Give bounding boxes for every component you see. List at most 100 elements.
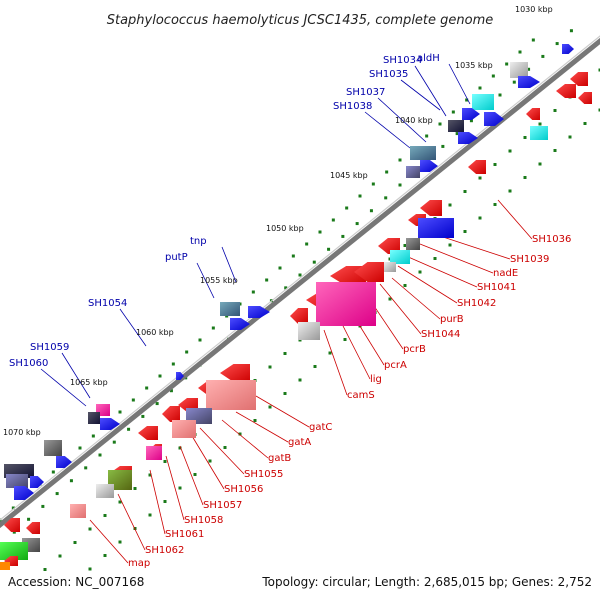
gene-arrow: [56, 456, 72, 468]
backbone-line: [0, 37, 600, 529]
gene-label: SH1038: [333, 101, 372, 112]
guide-dot: [369, 209, 373, 213]
leader-line: [165, 455, 185, 521]
guide-dot: [198, 338, 202, 342]
guide-dot: [155, 402, 159, 406]
gene-feature: [0, 542, 28, 560]
gene-arrow: [4, 518, 20, 532]
gene-feature: [162, 406, 180, 422]
gene-label: gatB: [268, 453, 291, 464]
gene-arrow: [578, 92, 592, 104]
gene-box: [96, 484, 114, 498]
guide-dot: [283, 352, 287, 355]
gene-arrow: [354, 262, 384, 282]
guide-dot: [327, 247, 331, 251]
leader-line: [191, 435, 225, 490]
guide-dot: [469, 119, 473, 123]
guide-dot: [463, 230, 467, 233]
leader-line: [40, 368, 87, 407]
gene-label: lig: [370, 374, 382, 385]
guide-dot: [283, 392, 287, 395]
guide-dot: [498, 93, 502, 97]
leader-line: [414, 65, 447, 117]
guide-dot: [538, 122, 542, 126]
gene-feature: [448, 120, 464, 132]
gene-feature: [206, 380, 256, 410]
gene-box: [418, 218, 454, 238]
leader-line: [339, 319, 371, 380]
gene-label: map: [128, 558, 150, 569]
leader-line: [179, 445, 204, 506]
gene-feature: [248, 306, 270, 318]
guide-dot: [88, 527, 92, 531]
guide-dot: [438, 122, 442, 126]
guide-dot: [553, 109, 557, 112]
gene-arrow: [162, 406, 180, 422]
gene-feature: [88, 412, 100, 424]
guide-dot: [345, 206, 349, 210]
guide-dot: [51, 470, 55, 474]
guide-dot: [555, 42, 559, 46]
gene-feature: [138, 426, 158, 440]
gene-label: nadE: [493, 268, 518, 279]
guide-dot: [341, 234, 345, 238]
gene-feature: [220, 302, 240, 316]
gene-feature: [290, 308, 308, 324]
gene-feature: [14, 486, 34, 500]
guide-dot: [148, 473, 152, 477]
gene-feature: [406, 166, 420, 178]
gene-arrow: [518, 76, 540, 88]
gene-arrow: [100, 418, 120, 430]
gene-label: SH1035: [369, 69, 408, 80]
gene-label: SH1054: [88, 298, 127, 309]
gene-box: [406, 166, 420, 178]
leader-line: [379, 283, 422, 335]
gene-feature: [56, 456, 72, 468]
gene-feature: [526, 108, 540, 120]
guide-dot: [148, 513, 152, 517]
guide-dot: [355, 222, 359, 226]
gene-feature: [410, 146, 436, 160]
gene-feature: [44, 440, 62, 456]
gene-feature: [570, 72, 588, 86]
guide-dot: [512, 80, 516, 84]
leader-line: [255, 395, 310, 428]
guide-dot: [541, 54, 545, 58]
guide-dot: [169, 389, 173, 393]
gene-label: SH1044: [421, 329, 460, 340]
leader-line: [89, 519, 129, 564]
guide-dot: [518, 50, 522, 54]
gene-box: [206, 380, 256, 410]
guide-dot: [223, 446, 227, 449]
guide-dot: [583, 122, 587, 125]
leader-line: [221, 419, 269, 459]
gene-label: SH1039: [510, 254, 549, 265]
gene-arrow: [526, 108, 540, 120]
guide-dot: [493, 203, 497, 206]
map-title: Staphylococcus haemolyticus JCSC1435, co…: [107, 13, 494, 28]
gene-feature: [518, 76, 540, 88]
guide-dot: [163, 500, 167, 503]
guide-dot: [211, 326, 215, 330]
gene-feature: [96, 484, 114, 498]
gene-feature: [70, 504, 86, 518]
leader-line: [196, 262, 215, 299]
guide-dot: [145, 386, 149, 390]
guide-dot: [527, 67, 531, 71]
guide-dot: [523, 176, 527, 179]
leader-line: [364, 111, 411, 149]
backbone-highlight: [0, 35, 600, 521]
guide-dot: [298, 378, 302, 382]
tick-label: 1065 kbp: [70, 378, 108, 387]
tick-label: 1040 kbp: [395, 116, 433, 125]
guide-dot: [505, 62, 509, 66]
guide-dot: [127, 427, 131, 431]
tick-label: 1030 kbp: [515, 5, 553, 14]
guide-dot: [141, 414, 145, 418]
gene-arrow: [562, 44, 574, 54]
guide-dot: [133, 487, 137, 490]
leader-line: [199, 427, 245, 475]
guide-dot: [463, 190, 467, 193]
gene-label: SH1041: [477, 282, 516, 293]
guide-dot: [73, 541, 77, 544]
